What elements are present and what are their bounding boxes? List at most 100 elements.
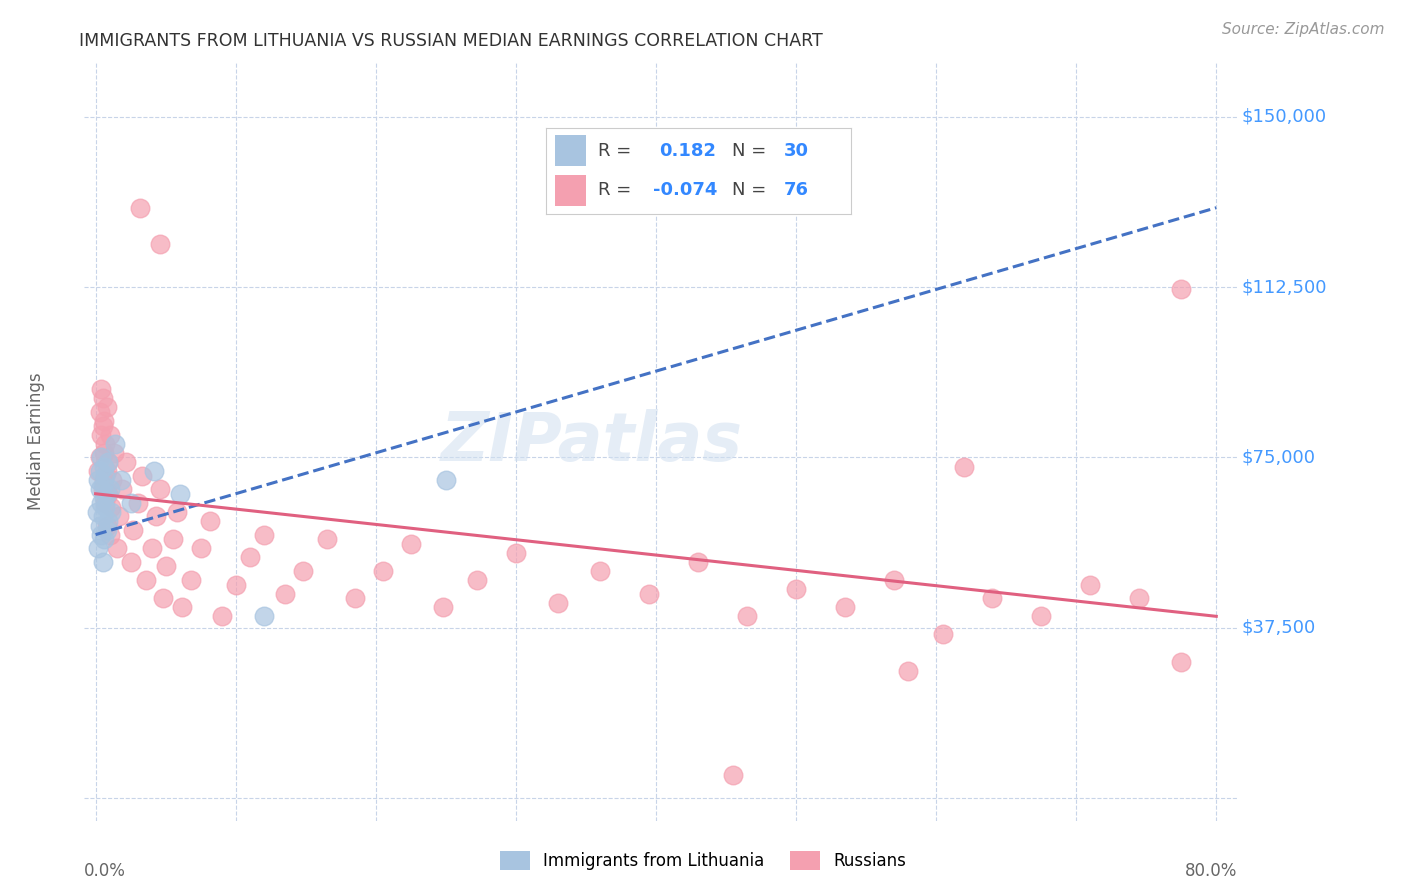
- Point: [89, 482, 111, 496]
- Text: $112,500: $112,500: [1241, 278, 1327, 296]
- Point: [1170, 282, 1192, 296]
- Point: [90, 527, 112, 541]
- Point: [101, 473, 124, 487]
- Text: $150,000: $150,000: [1241, 108, 1327, 126]
- Point: [721, 768, 744, 782]
- Point: [105, 541, 128, 556]
- Point: [166, 505, 188, 519]
- Point: [834, 600, 856, 615]
- Point: [1128, 591, 1150, 606]
- Point: [97, 455, 120, 469]
- Point: [343, 591, 366, 606]
- Text: N =: N =: [733, 142, 766, 160]
- Point: [371, 564, 394, 578]
- Point: [98, 482, 121, 496]
- Point: [152, 591, 174, 606]
- Point: [253, 609, 276, 624]
- Point: [96, 401, 118, 415]
- Point: [129, 201, 152, 215]
- Point: [91, 392, 114, 406]
- Point: [104, 437, 127, 451]
- Point: [89, 464, 111, 478]
- Point: [589, 564, 612, 578]
- Text: ZIPatlas: ZIPatlas: [440, 409, 742, 475]
- Point: [505, 546, 527, 560]
- Point: [239, 550, 262, 565]
- Point: [315, 532, 337, 546]
- Point: [97, 514, 120, 528]
- Text: 0.182: 0.182: [659, 142, 716, 160]
- Text: 76: 76: [785, 181, 810, 199]
- Point: [883, 573, 905, 587]
- Point: [122, 523, 145, 537]
- Point: [155, 559, 177, 574]
- Point: [91, 477, 114, 491]
- Point: [149, 237, 172, 252]
- Point: [145, 509, 167, 524]
- Point: [120, 496, 142, 510]
- Point: [93, 491, 115, 506]
- Point: [273, 587, 295, 601]
- Text: R =: R =: [598, 142, 631, 160]
- Point: [94, 437, 117, 451]
- Point: [110, 473, 132, 487]
- Text: Source: ZipAtlas.com: Source: ZipAtlas.com: [1222, 22, 1385, 37]
- Point: [100, 505, 122, 519]
- Point: [162, 532, 184, 546]
- Bar: [555, 136, 586, 166]
- Point: [98, 427, 121, 442]
- Point: [91, 418, 114, 433]
- Point: [141, 541, 163, 556]
- Text: 30: 30: [785, 142, 810, 160]
- Point: [127, 496, 149, 510]
- Point: [96, 464, 118, 478]
- Point: [93, 414, 115, 428]
- Point: [638, 587, 661, 601]
- Point: [932, 627, 955, 641]
- Point: [434, 473, 457, 487]
- Point: [91, 509, 114, 524]
- Point: [211, 609, 233, 624]
- Point: [98, 527, 121, 541]
- Point: [131, 468, 153, 483]
- Point: [115, 455, 138, 469]
- Point: [100, 500, 122, 515]
- Point: [87, 473, 110, 487]
- Point: [143, 464, 166, 478]
- Point: [94, 468, 117, 483]
- Text: $75,000: $75,000: [1241, 449, 1316, 467]
- Point: [200, 514, 222, 528]
- Point: [897, 664, 920, 678]
- Point: [93, 473, 115, 487]
- Point: [89, 518, 111, 533]
- Point: [108, 509, 131, 524]
- Text: $37,500: $37,500: [1241, 619, 1316, 637]
- Point: [90, 450, 112, 465]
- Text: 0.0%: 0.0%: [84, 863, 127, 880]
- Point: [981, 591, 1004, 606]
- Point: [432, 600, 454, 615]
- Point: [953, 459, 976, 474]
- Point: [225, 577, 247, 591]
- Point: [86, 505, 108, 519]
- Point: [91, 482, 114, 496]
- Point: [149, 482, 172, 496]
- Point: [87, 541, 110, 556]
- Text: IMMIGRANTS FROM LITHUANIA VS RUSSIAN MEDIAN EARNINGS CORRELATION CHART: IMMIGRANTS FROM LITHUANIA VS RUSSIAN MED…: [79, 32, 823, 50]
- Point: [135, 573, 157, 587]
- Point: [93, 446, 115, 460]
- Point: [87, 464, 110, 478]
- Point: [103, 446, 125, 460]
- Point: [1170, 655, 1192, 669]
- Point: [172, 600, 194, 615]
- Point: [96, 523, 118, 537]
- Point: [94, 496, 117, 510]
- Point: [97, 487, 120, 501]
- Point: [253, 527, 276, 541]
- Point: [90, 382, 112, 396]
- Point: [1031, 609, 1053, 624]
- Point: [90, 427, 112, 442]
- Point: [111, 482, 134, 496]
- Point: [686, 555, 709, 569]
- Point: [90, 496, 112, 510]
